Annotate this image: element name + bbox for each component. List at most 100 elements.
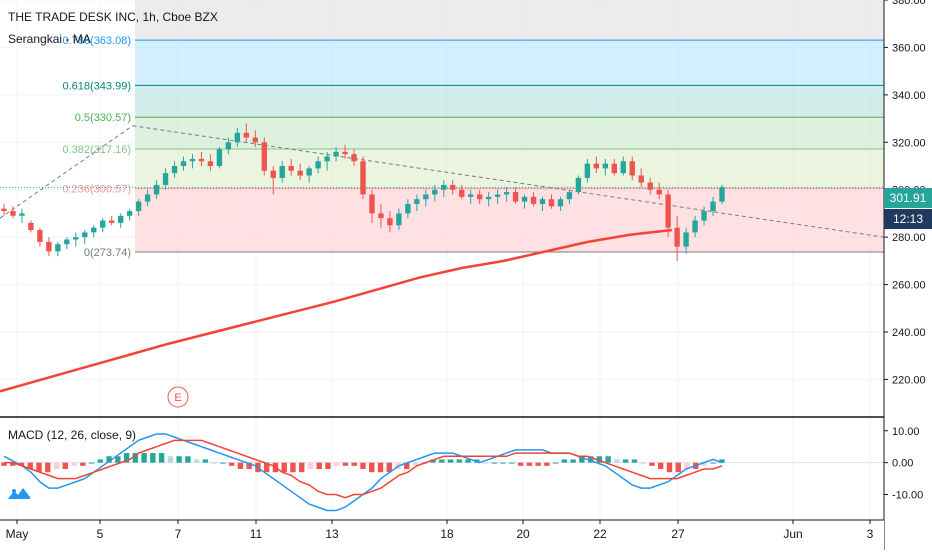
macd-histogram-bar <box>517 462 524 466</box>
candle-body <box>279 166 285 178</box>
price-axis-label: 260.00 <box>892 280 926 292</box>
macd-histogram-bar <box>482 462 489 464</box>
candle-body <box>153 184 160 195</box>
last-price-badge: 301.91 <box>884 188 932 208</box>
macd-axis-label: 10.00 <box>892 426 920 438</box>
candle-body <box>243 132 250 138</box>
macd-histogram-bar <box>228 462 235 466</box>
candle-body <box>441 184 447 190</box>
price-axis-label: 220.00 <box>892 374 926 386</box>
candle-body <box>342 151 348 155</box>
fib-zone <box>135 40 884 86</box>
candle-body <box>333 151 339 157</box>
candle-body <box>1 208 7 212</box>
time-axis-label: May <box>6 527 29 541</box>
macd-indicator-label[interactable]: MACD (12, 26, close, 9) <box>8 428 137 442</box>
macd-histogram-bar <box>80 462 86 466</box>
macd-histogram-bar <box>491 462 498 464</box>
candle-body <box>126 211 133 216</box>
candle-body <box>360 161 366 195</box>
time-axis-label: 13 <box>325 527 339 541</box>
price-axis-label: 380.00 <box>892 0 926 7</box>
candle-body <box>351 154 357 162</box>
macd-histogram-bar <box>404 462 410 469</box>
macd-histogram-bar <box>684 462 690 469</box>
candle-body <box>180 161 187 166</box>
macd-histogram-bar <box>587 456 594 463</box>
trend-line <box>132 125 885 238</box>
candle-body <box>548 199 555 207</box>
macd-histogram-bar <box>544 462 550 466</box>
macd-histogram-bar <box>640 462 646 464</box>
candle-body <box>297 170 303 176</box>
candle-body <box>620 161 626 174</box>
candle-body <box>91 227 97 233</box>
macd-histogram-bar <box>281 462 287 473</box>
candle-body <box>584 163 591 178</box>
macd-histogram-bar <box>439 459 445 463</box>
macd-histogram-bar <box>719 459 725 463</box>
candle-body <box>270 170 276 178</box>
macd-histogram-bar <box>570 459 576 463</box>
macd-histogram-bar <box>141 453 147 463</box>
candle-body <box>468 194 474 197</box>
macd-histogram-bar <box>158 453 165 463</box>
time-axis-label: 27 <box>671 527 685 541</box>
macd-histogram-bar <box>500 462 506 464</box>
trend-line <box>0 125 133 219</box>
event-marker[interactable] <box>167 386 189 408</box>
fib-zone <box>135 188 884 252</box>
macd-histogram-bar <box>150 453 156 463</box>
time-axis-label: 5 <box>97 527 104 541</box>
candle-body <box>144 194 151 202</box>
logo-icon[interactable] <box>6 482 32 504</box>
macd-histogram-bar <box>552 462 559 464</box>
ma-indicator-label[interactable]: Serangkai - MA <box>8 32 91 46</box>
candle-body <box>665 194 671 228</box>
candle-body <box>378 213 384 219</box>
macd-histogram-bar <box>351 462 357 466</box>
last-price-value: 301.91 <box>889 191 927 205</box>
time-axis-label: 3 <box>867 527 874 541</box>
countdown-value: 12:13 <box>892 212 924 226</box>
candle-body <box>450 184 456 190</box>
candle-body <box>566 192 573 200</box>
macd-histogram-bar <box>106 456 112 463</box>
macd-histogram-bar <box>596 456 603 463</box>
candle-body <box>494 194 501 197</box>
candle-body <box>611 163 617 174</box>
candle-body <box>234 132 241 143</box>
candle-body <box>135 201 142 212</box>
candle-body <box>19 213 25 216</box>
candle-body <box>683 232 689 247</box>
macd-histogram-bar <box>614 459 620 463</box>
price-axis-label: 280.00 <box>892 232 926 244</box>
time-axis-label: 18 <box>440 527 454 541</box>
candle-body <box>261 142 267 171</box>
candle-body <box>225 142 232 150</box>
candle-body <box>719 187 725 202</box>
candle-body <box>405 203 411 214</box>
candle-body <box>647 182 653 190</box>
price-axis-label: 360.00 <box>892 42 926 54</box>
candle-body <box>252 137 258 143</box>
candle-body <box>315 161 321 169</box>
macd-histogram-bar <box>1 462 7 466</box>
macd-histogram-bar <box>675 462 681 473</box>
macd-histogram-bar <box>579 456 585 463</box>
macd-histogram-bar <box>369 462 375 473</box>
candle-body <box>432 189 438 195</box>
macd-histogram-bar <box>666 462 673 473</box>
ma-line <box>0 228 672 393</box>
candle-body <box>521 196 528 202</box>
candle-body <box>387 218 393 226</box>
time-axis-label: Jun <box>783 527 802 541</box>
macd-histogram-bar <box>342 462 349 466</box>
time-axis-label: 20 <box>516 527 530 541</box>
macd-histogram-bar <box>97 459 104 463</box>
candle-body <box>207 161 214 166</box>
symbol-title[interactable]: THE TRADE DESK INC, 1h, Cboe BZX <box>8 10 218 24</box>
candle-body <box>602 163 609 169</box>
